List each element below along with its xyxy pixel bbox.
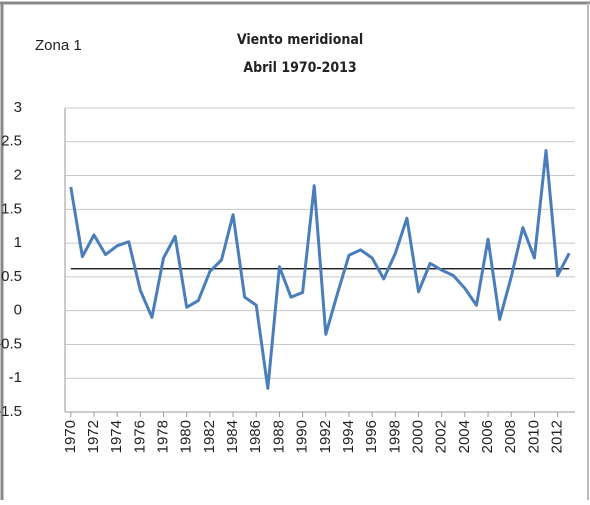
x-tick-label: 1988 [270,420,287,453]
y-tick-label: 3 [14,99,22,116]
x-tick-label: 1996 [363,420,380,453]
x-tick-label: 1972 [85,420,102,453]
y-tick-label: -1.5 [0,403,22,420]
x-tick-label: 2006 [479,420,496,453]
chart-title: Viento meridional [237,32,363,48]
y-tick-label: 0 [14,302,22,319]
x-tick-label: 2000 [409,420,426,453]
x-tick-label: 2004 [456,420,473,453]
x-tick-label: 1970 [62,420,79,453]
x-tick-label: 2002 [433,420,450,453]
x-tick-label: 1986 [247,420,264,453]
x-tick-label: 1982 [201,420,218,453]
y-tick-label: -1 [9,369,22,386]
x-tick-label: 1994 [340,420,357,453]
data-line [69,149,571,390]
y-tick-label: 2.5 [1,133,22,150]
x-tick-label: 2010 [525,420,542,453]
y-tick-label: -0.5 [0,335,22,352]
y-tick-label: 1 [14,234,22,251]
x-tick-label: 1992 [317,420,334,453]
y-tick-label: 0.5 [1,268,22,285]
chart-subtitle: Abril 1970-2013 [243,60,356,76]
y-tick-label: 2 [14,167,22,184]
x-tick-label: 1990 [294,420,311,453]
x-tick-label: 1998 [386,420,403,453]
x-tick-label: 2008 [502,420,519,453]
x-tick-label: 1980 [178,420,195,453]
x-tick-label: 1978 [154,420,171,453]
x-tick-label: 1974 [108,420,125,453]
x-tick-label: 1976 [131,420,148,453]
x-tick-label: 1984 [224,420,241,453]
x-tick-label: 2012 [549,420,566,453]
annotation: Zona 1 [35,37,82,54]
y-tick-label: 1.5 [1,200,22,217]
